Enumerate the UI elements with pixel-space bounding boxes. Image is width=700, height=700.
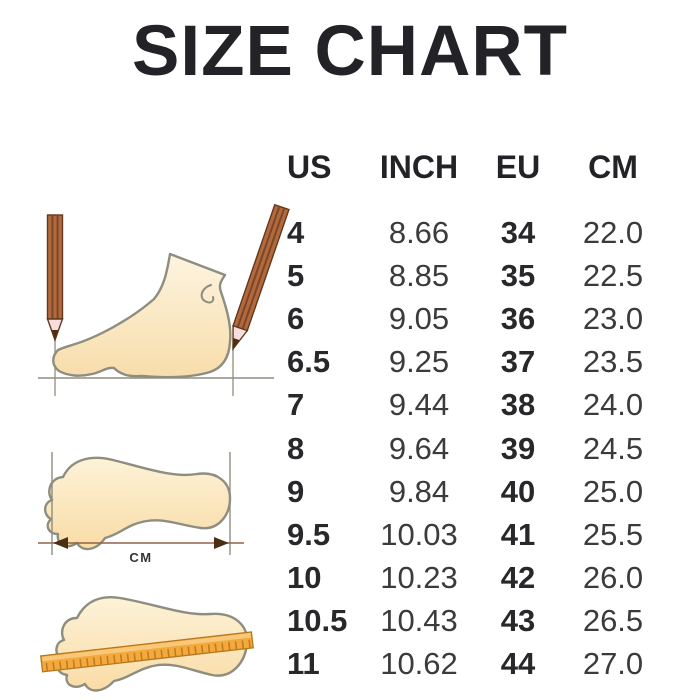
arrow-left-head <box>53 537 68 549</box>
page-title: SIZE CHART <box>132 12 568 91</box>
table-row: 9 9.84 40 25.0 <box>285 470 665 513</box>
cell-cm: 22.5 <box>582 257 644 293</box>
cell-cm: 26.5 <box>582 603 644 639</box>
column-header-inch: INCH <box>379 148 459 185</box>
cell-inch: 9.84 <box>388 473 450 509</box>
footprint-ruler-icon <box>40 596 254 692</box>
footprint-outline <box>43 456 232 551</box>
cell-inch: 9.05 <box>388 300 450 336</box>
cell-us: 4 <box>287 214 305 250</box>
cell-inch: 9.64 <box>388 430 450 466</box>
foot-outline <box>52 252 232 379</box>
cell-us: 7 <box>287 387 305 423</box>
cell-inch: 10.62 <box>380 646 458 682</box>
table-row: 10.5 10.43 43 26.5 <box>285 600 665 643</box>
cell-us: 6 <box>287 300 305 336</box>
table-row: 11 10.62 44 27.0 <box>285 643 665 686</box>
foot-side-with-pencils-icon <box>38 203 290 396</box>
cell-eu: 34 <box>500 214 536 250</box>
table-row: 10 10.23 42 26.0 <box>285 557 665 600</box>
footprint-length-arrow-icon: CM <box>38 452 244 565</box>
cell-us: 11 <box>287 646 320 682</box>
cell-us: 8 <box>287 430 305 466</box>
cell-cm: 24.5 <box>582 430 644 466</box>
size-table-body: 4 8.66 34 22.0 5 8.85 35 22.5 6 9.05 36 23.0 6.5 9.25… <box>285 211 665 686</box>
table-row: 6.5 9.25 37 23.5 <box>285 341 665 384</box>
table-row: 7 9.44 38 24.0 <box>285 384 665 427</box>
cell-cm: 22.0 <box>582 214 644 250</box>
ankle-squiggle <box>200 284 215 304</box>
cell-inch: 9.25 <box>388 344 450 380</box>
cell-us: 5 <box>287 257 305 293</box>
size-table-header: US INCH EU CM <box>285 144 665 190</box>
cell-cm: 27.0 <box>582 646 644 682</box>
cell-cm: 23.5 <box>582 344 644 380</box>
table-row: 6 9.05 36 23.0 <box>285 297 665 340</box>
table-row: 5 8.85 35 22.5 <box>285 254 665 297</box>
pencil-icon <box>46 214 64 343</box>
cell-cm: 26.0 <box>582 560 644 596</box>
cell-us: 9.5 <box>287 516 331 552</box>
column-header-eu: EU <box>495 148 541 185</box>
cell-eu: 40 <box>500 473 536 509</box>
table-row: 9.5 10.03 41 25.5 <box>285 513 665 556</box>
cell-inch: 10.43 <box>380 603 458 639</box>
cell-inch: 8.66 <box>388 214 450 250</box>
cm-label: CM <box>129 550 152 565</box>
cell-eu: 43 <box>500 603 536 639</box>
cell-eu: 39 <box>500 430 536 466</box>
ruler-icon <box>40 631 254 673</box>
table-row: 8 9.64 39 24.5 <box>285 427 665 470</box>
column-header-cm: CM <box>588 148 638 185</box>
cell-eu: 37 <box>500 344 536 380</box>
cell-inch: 8.85 <box>388 257 450 293</box>
cell-eu: 38 <box>500 387 536 423</box>
cell-cm: 25.5 <box>582 516 644 552</box>
cell-inch: 10.03 <box>380 516 458 552</box>
cell-eu: 35 <box>500 257 536 293</box>
cell-eu: 36 <box>500 300 536 336</box>
cell-us: 10.5 <box>287 603 348 639</box>
column-header-us: US <box>287 148 332 185</box>
cell-eu: 44 <box>500 646 536 682</box>
arrow-right-head <box>214 537 229 549</box>
cell-cm: 25.0 <box>582 473 644 509</box>
cell-us: 6.5 <box>287 344 331 380</box>
cell-inch: 10.23 <box>380 560 458 596</box>
cell-eu: 41 <box>500 516 536 552</box>
cell-cm: 24.0 <box>582 387 644 423</box>
cell-cm: 23.0 <box>582 300 644 336</box>
cell-inch: 9.44 <box>388 387 450 423</box>
pencil-icon <box>232 203 290 352</box>
table-row: 4 8.66 34 22.0 <box>285 211 665 254</box>
cell-us: 9 <box>287 473 305 509</box>
cell-eu: 42 <box>500 560 536 596</box>
cell-us: 10 <box>287 560 322 596</box>
